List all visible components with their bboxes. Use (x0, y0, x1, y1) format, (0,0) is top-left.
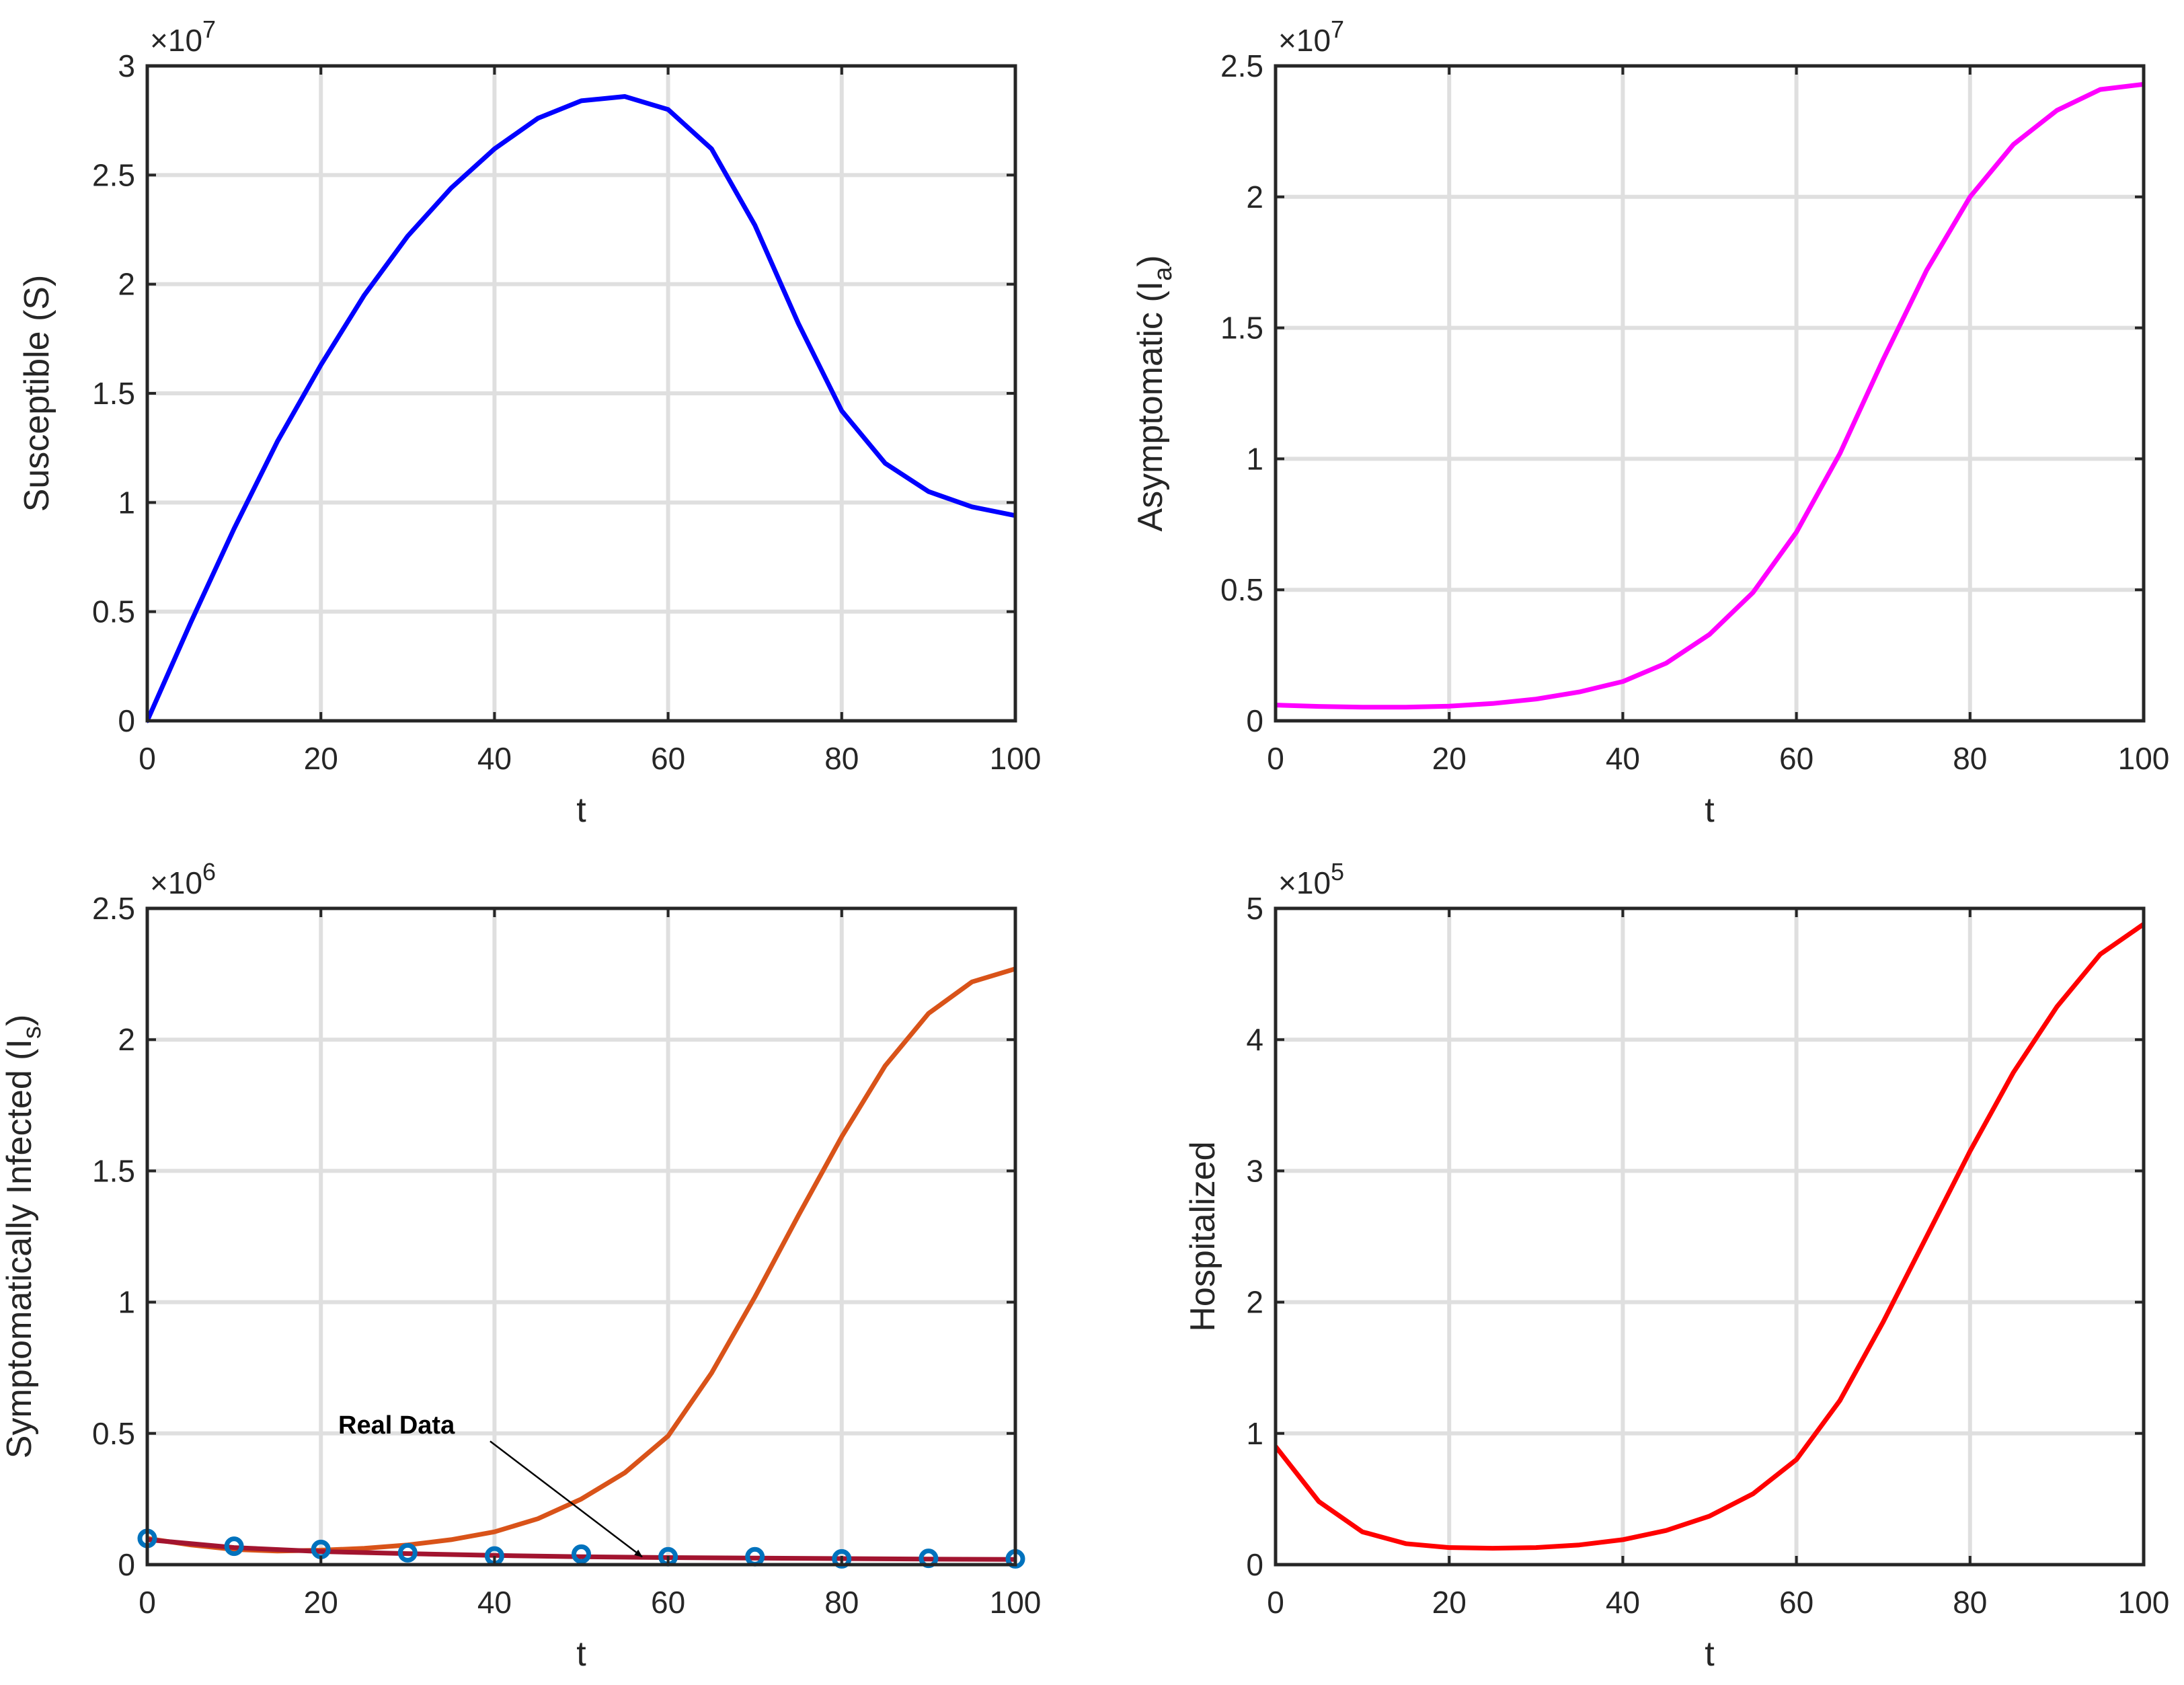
y-axis-label: Asymptomatic (Ia) (1131, 255, 1177, 531)
series-line-ia (1276, 81, 2144, 710)
x-tick-label: 40 (477, 741, 512, 776)
x-tick-label: 0 (139, 741, 156, 776)
x-tick-label: 40 (477, 1585, 512, 1620)
data-point-real-data (572, 1544, 591, 1564)
y-axis-label-close: ) (1131, 255, 1170, 266)
x-tick-label: 40 (1606, 741, 1640, 776)
x-tick-label: 80 (1953, 1585, 1987, 1620)
y-tick-label: 2.5 (92, 891, 135, 926)
x-tick-label: 20 (304, 1585, 338, 1620)
series-line-fitted (147, 1537, 1015, 1562)
x-axis-label: t (576, 791, 586, 830)
data-point-real-data (224, 1536, 244, 1557)
x-tick-label: 60 (1779, 1585, 1814, 1620)
y-tick-label: 0 (118, 1547, 135, 1582)
plot-area (147, 908, 1015, 1565)
x-tick-label: 60 (1779, 741, 1814, 776)
y-tick-label: 0.5 (92, 594, 135, 629)
x-tick-label: 0 (1267, 1585, 1284, 1620)
y-axis-label-text: Hospitalized (1183, 1141, 1222, 1331)
y-axis-label-text: Asymptomatic (I (1131, 281, 1170, 532)
x-tick-label: 80 (824, 741, 859, 776)
chart-panel-tl: 0 20 40 60 80 100 0 0.5 1 1.5 2 2.5 3 ×107 t Susceptibl… (17, 15, 1041, 830)
y-tick-label: 2 (1246, 1285, 1263, 1320)
x-tick-label: 100 (2118, 741, 2170, 776)
y-scale-exponent: ×107 (1278, 15, 1344, 58)
y-axis-label-subscript: s (18, 1026, 46, 1039)
y-tick-label: 3 (118, 48, 135, 83)
y-tick-label: 4 (1246, 1022, 1263, 1057)
y-tick-label: 2 (118, 267, 135, 302)
x-tick-label: 80 (1953, 741, 1987, 776)
x-tick-label: 0 (139, 1585, 156, 1620)
axes-box (145, 906, 1017, 1567)
y-axis-label: Symptomatically Infected (Is) (0, 1015, 46, 1459)
y-tick-label: 3 (1246, 1153, 1263, 1188)
y-scale-exponent: ×106 (150, 858, 216, 900)
y-axis-label-close: ) (0, 1015, 39, 1026)
y-tick-label: 0 (118, 703, 135, 738)
y-scale-exponent-power: 7 (202, 15, 216, 43)
x-axis-label: t (1705, 791, 1715, 830)
y-tick-label: 1 (1246, 441, 1263, 476)
y-tick-label: 0 (1246, 1547, 1263, 1582)
y-tick-label: 2 (1246, 180, 1263, 214)
y-axis-label: Hospitalized (1183, 1141, 1222, 1331)
plot-area (1276, 66, 2144, 721)
x-tick-label: 40 (1606, 1585, 1640, 1620)
annotation-label: Real Data (338, 1411, 455, 1440)
y-tick-label: 2.5 (92, 157, 135, 192)
x-tick-label: 60 (651, 1585, 685, 1620)
y-tick-label: 0.5 (92, 1416, 135, 1451)
x-axis-label: t (1705, 1635, 1715, 1674)
y-axis-label-text: Susceptible (S) (17, 275, 56, 512)
x-tick-label: 20 (304, 741, 338, 776)
x-tick-label: 100 (2118, 1585, 2170, 1620)
y-scale-exponent: ×107 (150, 15, 216, 58)
y-scale-exponent-power: 6 (202, 858, 216, 886)
y-axis-label-subscript: a (1149, 266, 1177, 281)
y-tick-label: 2 (118, 1022, 135, 1057)
x-tick-label: 20 (1432, 741, 1467, 776)
y-axis-label: Susceptible (S) (17, 275, 56, 512)
x-tick-label: 80 (824, 1585, 859, 1620)
chart-panel-tr: 0 20 40 60 80 100 0 0.5 1 1.5 2 2.5 ×107 t Asymptomati… (1131, 15, 2169, 830)
series-line-h (1276, 921, 2144, 1551)
y-tick-label: 1 (118, 1285, 135, 1320)
axes-box (1274, 906, 2146, 1567)
y-tick-label: 1.5 (92, 1153, 135, 1188)
y-tick-label: 1.5 (1220, 311, 1263, 346)
y-scale-exponent-power: 7 (1331, 15, 1344, 43)
y-tick-label: 0 (1246, 703, 1263, 738)
series-line-s (147, 94, 1015, 723)
y-scale-exponent-power: 5 (1331, 858, 1344, 886)
y-scale-exponent: ×105 (1278, 858, 1344, 900)
y-tick-label: 2.5 (1220, 48, 1263, 83)
y-tick-label: 5 (1246, 891, 1263, 926)
plot-area (1276, 908, 2144, 1565)
x-tick-label: 100 (990, 1585, 1042, 1620)
x-axis-label: t (576, 1635, 586, 1674)
y-tick-label: 1 (1246, 1416, 1263, 1451)
chart-panel-bl: 0 20 40 60 80 100 0 0.5 1 1.5 2 2.5 ×106 t Symptomatic… (0, 858, 1041, 1674)
x-tick-label: 60 (651, 741, 685, 776)
x-tick-label: 100 (990, 741, 1042, 776)
annotation-arrow (490, 1440, 643, 1558)
y-tick-label: 1.5 (92, 376, 135, 411)
axes-box (1274, 64, 2146, 723)
y-tick-label: 0.5 (1220, 572, 1263, 607)
y-axis-label-text: Symptomatically Infected (I (0, 1039, 39, 1458)
y-tick-label: 1 (118, 485, 135, 520)
x-tick-label: 20 (1432, 1585, 1467, 1620)
data-point-real-data (397, 1542, 418, 1563)
x-tick-label: 0 (1267, 741, 1284, 776)
